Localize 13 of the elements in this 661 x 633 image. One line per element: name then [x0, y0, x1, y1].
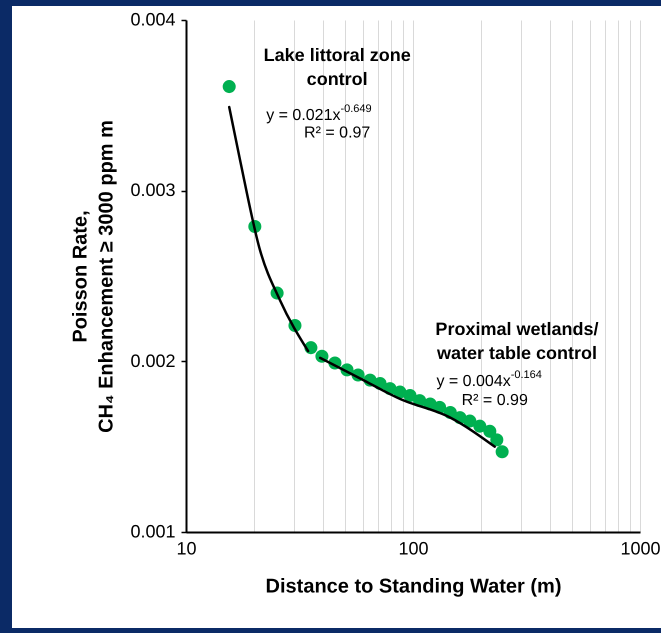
annotation: Lake littoral zone control — [264, 44, 411, 89]
x-tick-label: 10 — [176, 538, 197, 558]
y-axis-title: Poisson Rate, CH₄ Enhancement ≥ 3000 ppm m — [69, 120, 118, 433]
annotation: Proximal wetlands/ water table control — [435, 318, 598, 363]
y-tick-label: 0.002 — [130, 350, 176, 371]
annotation: R² = 0.97 — [304, 124, 370, 142]
x-tick-label: 1000 — [620, 538, 661, 558]
x-axis-title: Distance to Standing Water (m) — [266, 576, 562, 598]
y-tick-label: 0.003 — [130, 180, 176, 200]
annotation: R² = 0.99 — [462, 392, 528, 409]
y-tick-label: 0.001 — [130, 522, 176, 542]
y-tick-label: 0.004 — [130, 10, 176, 30]
x-tick-label: 100 — [398, 538, 429, 558]
